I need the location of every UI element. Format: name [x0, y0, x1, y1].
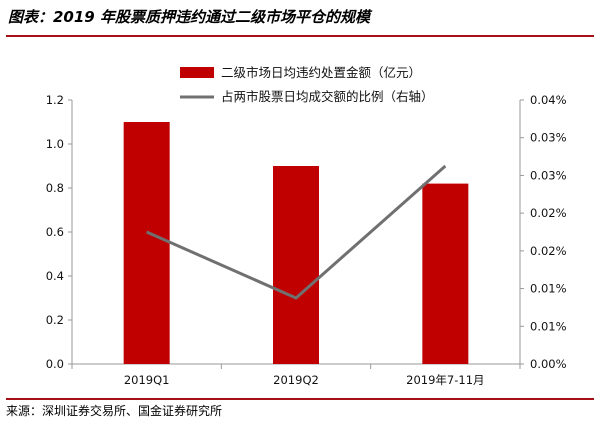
- x-tick-labels: 2019Q1 2019Q2 2019年7-11月: [124, 373, 485, 387]
- legend-line-label: 占两市股票日均成交额的比例（右轴）: [221, 89, 434, 104]
- title-divider: [6, 35, 594, 37]
- y-left-tick-label: 0.0: [46, 357, 64, 371]
- y-left-tick-label: 0.6: [46, 225, 64, 239]
- bar: [273, 166, 319, 364]
- y-right-tick-label: 0.04%: [530, 93, 567, 107]
- y-right-tick-label: 0.03%: [530, 168, 567, 182]
- y-right-tick-labels: 0.00% 0.01% 0.01% 0.02% 0.02% 0.03% 0.03% 0.04%: [530, 93, 567, 371]
- x-tick-label: 2019Q1: [124, 373, 170, 387]
- source-note: 来源：深圳证券交易所、国金证券研究所: [6, 404, 223, 418]
- y-left-tick-label: 0.4: [46, 269, 64, 283]
- y-right-tick-label: 0.03%: [530, 131, 567, 145]
- y-right-tick-label: 0.01%: [530, 282, 567, 296]
- ratio-line: [146, 164, 447, 300]
- x-tick-label: 2019年7-11月: [406, 373, 484, 387]
- y-left-tick-label: 1.0: [46, 137, 64, 151]
- legend-bar-label: 二级市场日均违约处置金额（亿元）: [221, 65, 421, 80]
- y-right-tick-label: 0.01%: [530, 319, 567, 333]
- legend: 二级市场日均违约处置金额（亿元） 占两市股票日均成交额的比例（右轴）: [180, 65, 434, 104]
- bar: [123, 122, 170, 364]
- y-left-tick-label: 1.2: [46, 93, 64, 107]
- y-right-tick-label: 0.00%: [530, 357, 567, 371]
- y-right-tick-label: 0.02%: [530, 206, 567, 220]
- y-left-tick-label: 0.8: [46, 181, 64, 195]
- y-right-tick-label: 0.02%: [530, 244, 567, 258]
- legend-bar-swatch: [180, 67, 214, 78]
- y-left-tick-label: 0.2: [46, 313, 64, 327]
- footer-divider: [6, 398, 594, 400]
- chart-title: 图表：2019 年股票质押违约通过二级市场平仓的规模: [8, 8, 370, 26]
- x-tick-label: 2019Q2: [273, 373, 319, 387]
- bar: [422, 183, 469, 364]
- bars: [123, 122, 469, 364]
- y-left-tick-labels: 0.0 0.2 0.4 0.6 0.8 1.0 1.2: [46, 93, 64, 371]
